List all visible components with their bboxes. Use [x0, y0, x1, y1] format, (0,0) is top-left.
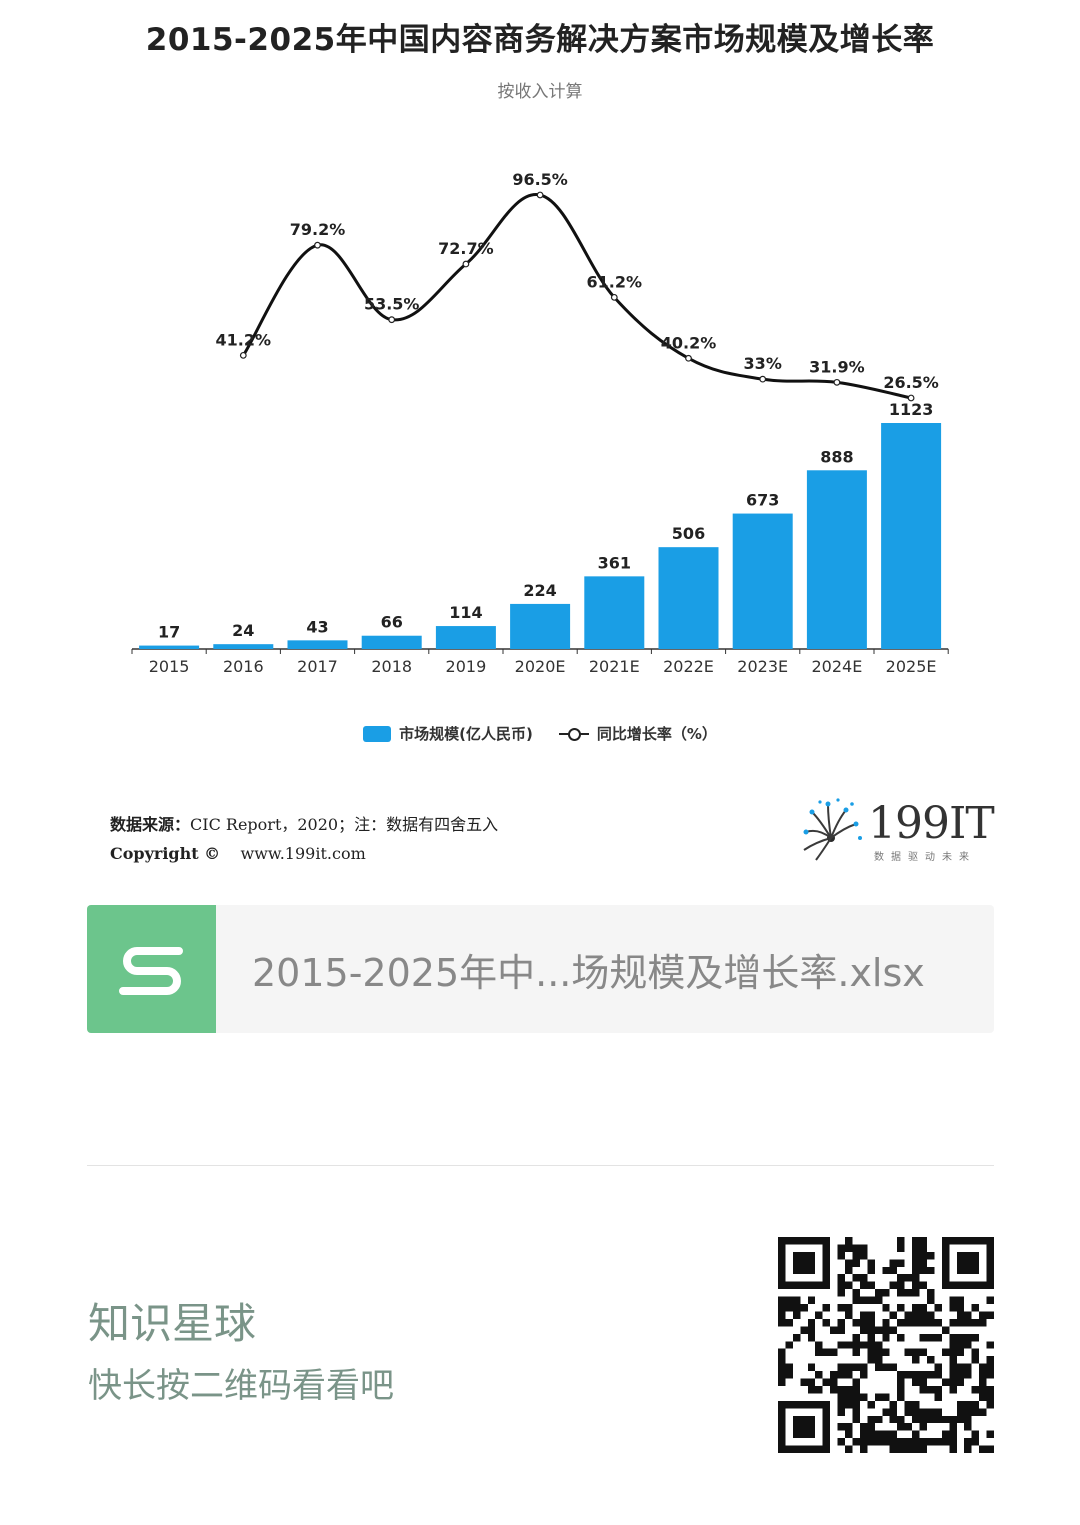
chart-legend: 市场规模(亿人民币) 同比增长率（%） [0, 723, 1080, 744]
source-label: 数据来源： [110, 815, 191, 834]
growth-value-label: 79.2% [290, 220, 346, 239]
bar-2025E [881, 423, 942, 649]
growth-rate-line [242, 193, 912, 400]
bar-value-label: 43 [306, 617, 328, 636]
bar-value-label: 24 [232, 621, 254, 640]
bar-2020E [510, 603, 571, 649]
bar-2019 [435, 626, 496, 649]
bar-2015 [139, 645, 200, 649]
bar-value-label: 506 [672, 524, 705, 543]
promo-title: 知识星球 [88, 1299, 257, 1348]
bar-2016 [213, 644, 274, 649]
x-tick-label: 2021E [589, 657, 640, 676]
logo-text: 199IT [868, 798, 995, 849]
growth-value-label: 31.9% [809, 357, 865, 376]
growth-point [388, 316, 396, 324]
growth-value-label: 72.7% [438, 239, 494, 258]
copyright-label: Copyright © [110, 844, 221, 863]
bar-value-label: 1123 [889, 400, 934, 419]
bar-value-label: 673 [746, 491, 779, 510]
growth-value-label: 61.2% [587, 272, 643, 291]
x-tick-label: 2019 [446, 657, 487, 676]
bar-2021E [584, 576, 645, 649]
legend-item-bar: 市场规模(亿人民币) [363, 723, 533, 744]
bar-value-label: 888 [820, 447, 853, 466]
source-note: 数据来源：CIC Report，2020；注：数据有四舍五入 Copyright… [110, 810, 498, 868]
chart-title: 2015-2025年中国内容商务解决方案市场规模及增长率 [145, 22, 935, 58]
growth-point [610, 293, 618, 301]
promo-subtitle: 快长按二维码看看吧 [88, 1366, 394, 1406]
growth-point [314, 241, 321, 249]
qr-code-icon[interactable] [778, 1237, 994, 1453]
bar-value-label: 114 [449, 603, 482, 622]
bar-2023E [732, 513, 793, 649]
section-divider [87, 1165, 994, 1166]
file-attachment-card[interactable]: 2015-2025年中...场规模及增长率.xlsx [87, 905, 994, 1033]
x-tick-label: 2017 [297, 657, 338, 676]
growth-point [239, 351, 247, 359]
x-tick-label: 2018 [371, 657, 412, 676]
legend-bar-label: 市场规模(亿人民币) [399, 725, 533, 743]
growth-value-label: 53.5% [364, 295, 420, 314]
growth-value-label: 40.2% [661, 333, 717, 352]
x-tick-label: 2020E [515, 657, 566, 676]
copyright-url[interactable]: www.199it.com [240, 844, 366, 863]
spreadsheet-s-icon [87, 905, 216, 1033]
growth-point [759, 375, 767, 383]
bar-2018 [361, 635, 422, 649]
brand-logo: 199IT 数据驱动未来 [798, 798, 995, 868]
growth-value-label: 96.5% [512, 170, 568, 189]
logo-tagline: 数据驱动未来 [874, 852, 976, 863]
x-tick-label: 2023E [737, 657, 788, 676]
source-text: CIC Report，2020；注：数据有四舍五入 [190, 815, 499, 834]
growth-point [462, 260, 470, 268]
x-tick-label: 2016 [223, 657, 264, 676]
growth-point [907, 394, 915, 402]
growth-value-label: 33% [744, 354, 782, 373]
growth-point [536, 191, 544, 199]
bar-2024E [806, 470, 867, 649]
bar-2022E [658, 547, 719, 649]
legend-line-label: 同比增长率（%） [596, 725, 717, 743]
bar-2017 [287, 640, 348, 649]
growth-value-label: 26.5% [883, 373, 939, 392]
dandelion-logo-icon [803, 798, 862, 861]
bar-value-label: 224 [523, 581, 556, 600]
legend-bar-swatch [363, 725, 392, 742]
bar-value-label: 17 [158, 623, 180, 642]
growth-point [685, 354, 692, 362]
growth-value-label: 41.2% [216, 330, 272, 349]
file-name[interactable]: 2015-2025年中...场规模及增长率.xlsx [252, 950, 925, 995]
legend-item-line: 同比增长率（%） [558, 723, 717, 744]
bar-value-label: 361 [598, 553, 631, 572]
x-tick-label: 2015 [149, 657, 190, 676]
chart-plot: 17 2015 24 2016 43 2017 66 2018 114 2019 224 2020E 3… [131, 170, 949, 676]
legend-line-swatch [558, 726, 589, 742]
x-tick-label: 2024E [811, 657, 862, 676]
chart-subtitle: 按收入计算 [497, 82, 583, 102]
growth-point [833, 378, 841, 386]
x-tick-label: 2022E [663, 657, 714, 676]
x-tick-label: 2025E [886, 657, 937, 676]
bar-value-label: 66 [381, 613, 403, 632]
